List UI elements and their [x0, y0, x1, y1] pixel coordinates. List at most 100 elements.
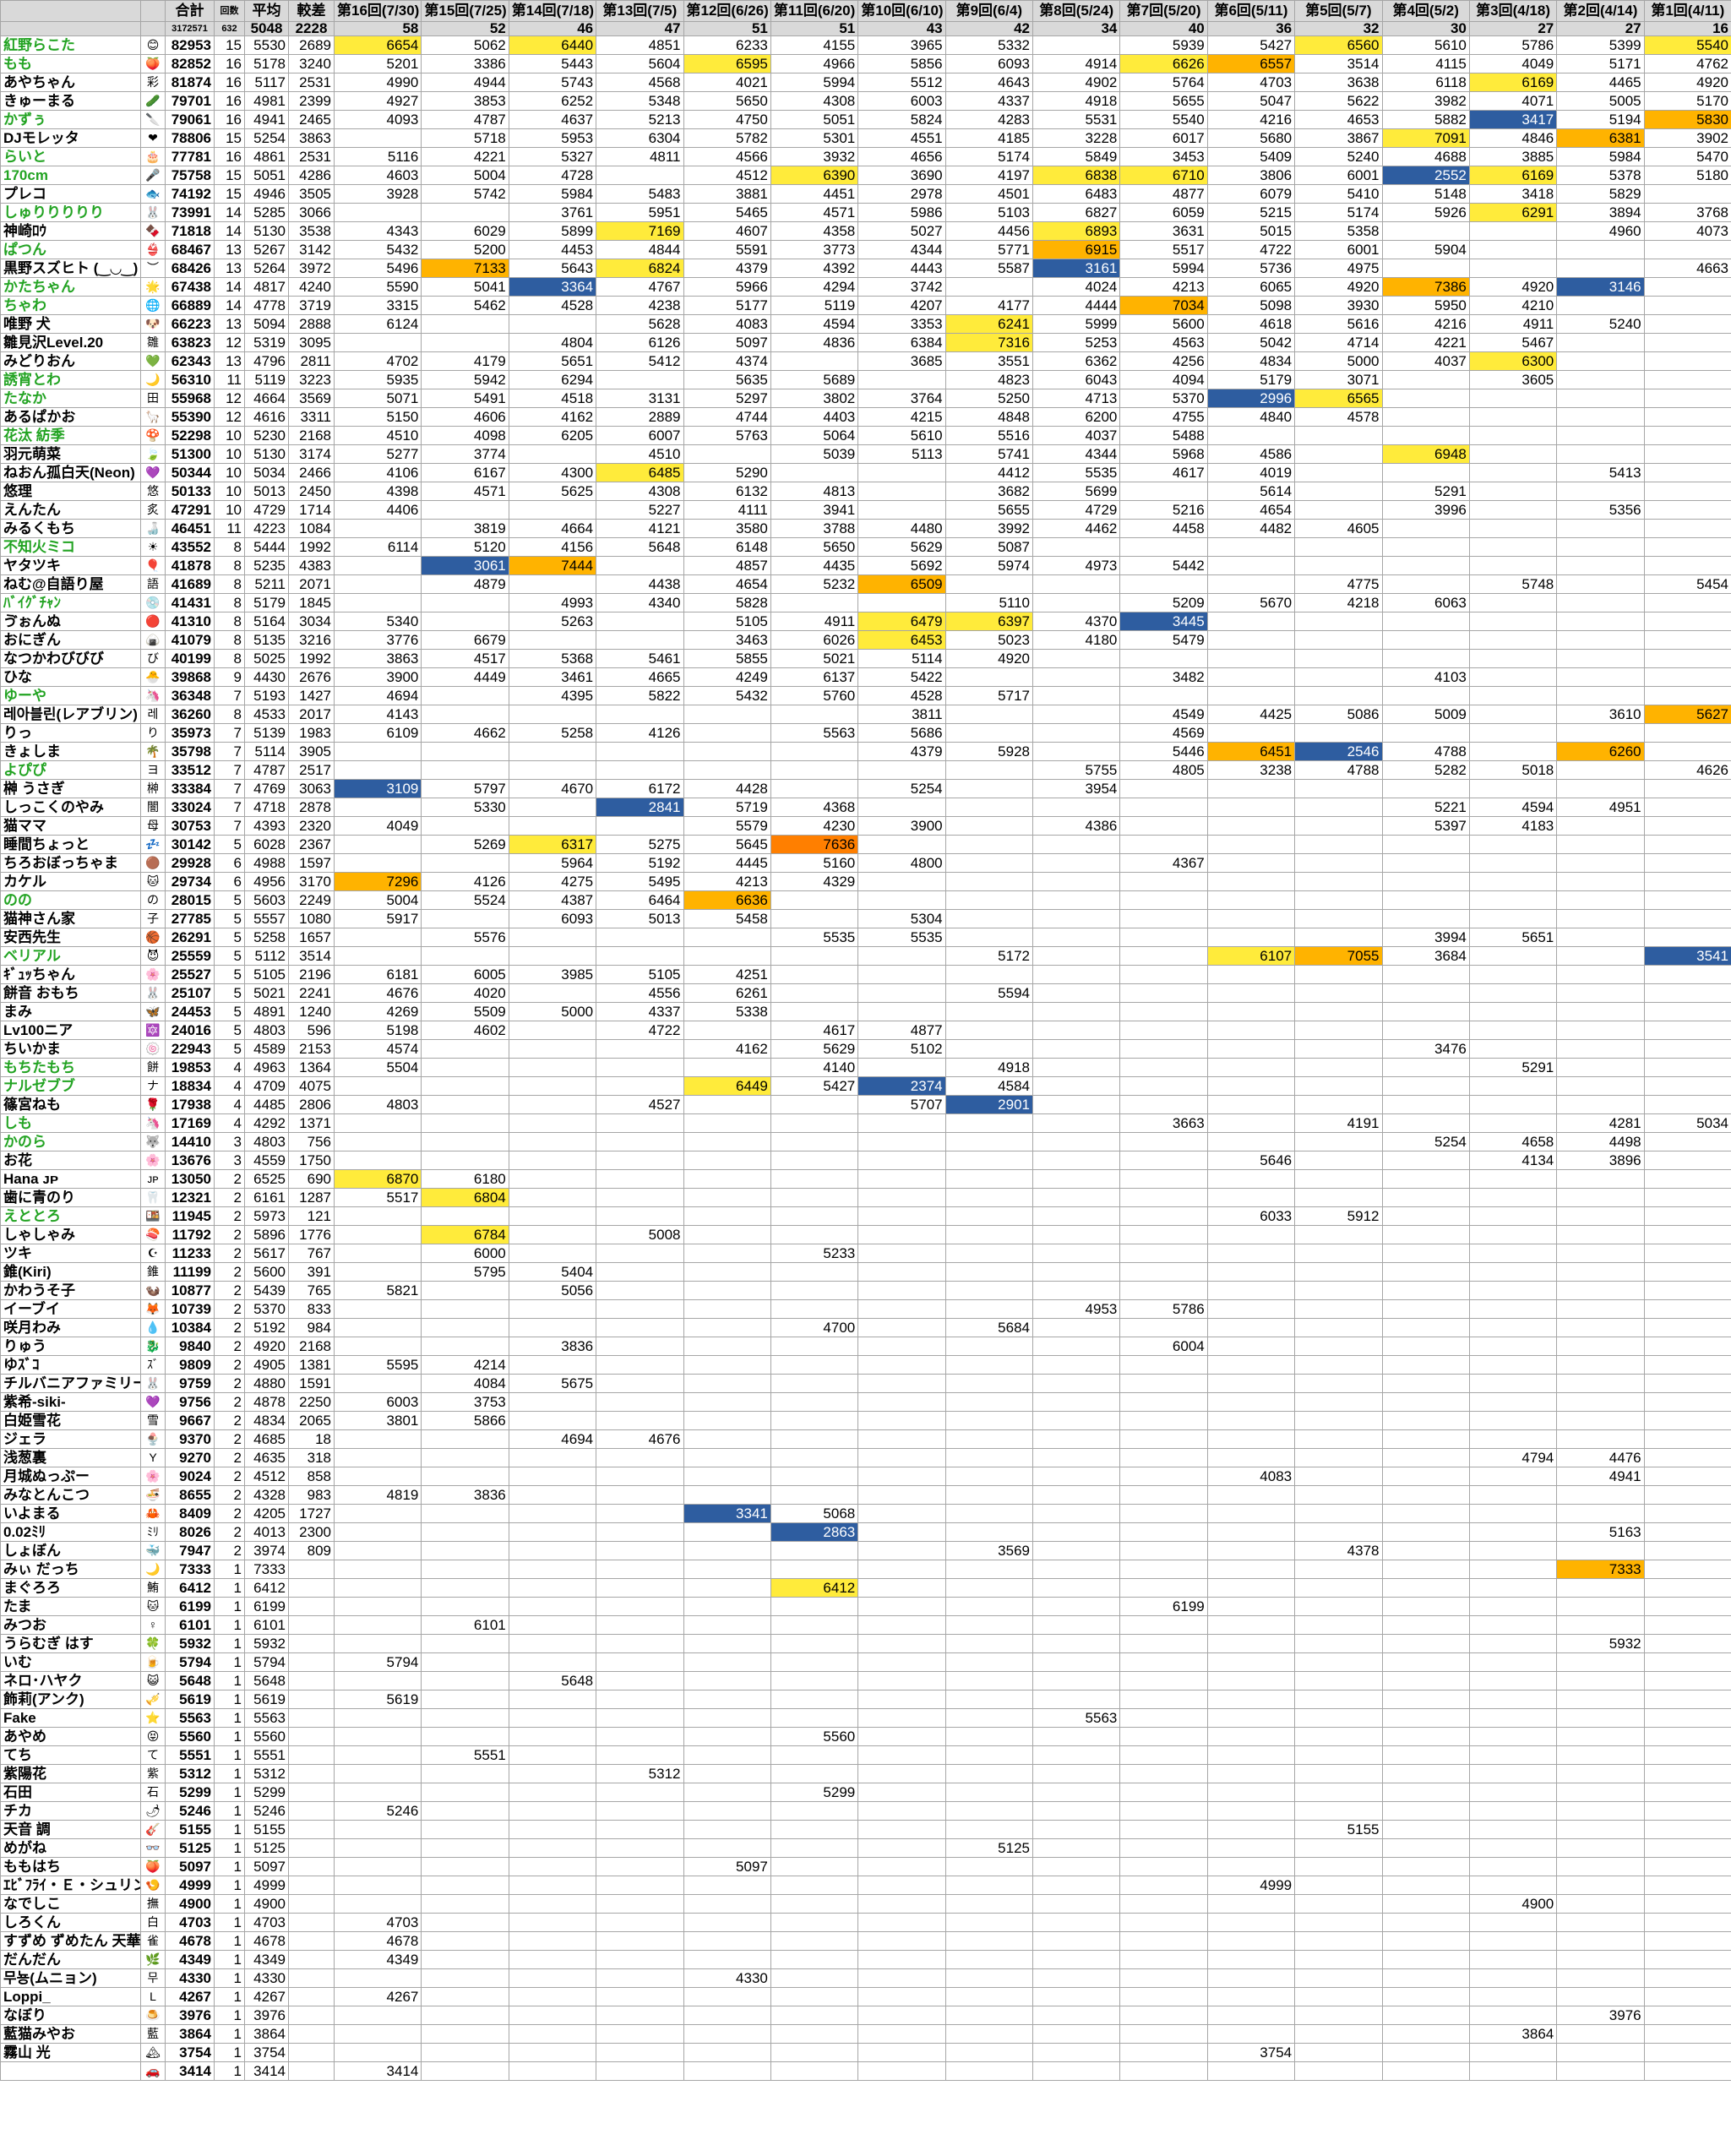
- score-cell: [596, 1522, 684, 1542]
- player-name: 猫ママ: [0, 816, 141, 836]
- player-icon: 🐶: [140, 314, 166, 334]
- player-icon: 🌹: [140, 1095, 166, 1114]
- score-cell: [770, 909, 859, 928]
- score-cell: [1643, 1299, 1731, 1319]
- score-cell: [857, 1151, 946, 1170]
- player-icon: 🍺: [140, 1652, 166, 1672]
- score-cell: [1643, 1281, 1731, 1300]
- score-cell: 5699: [1032, 482, 1121, 501]
- score-cell: [333, 1374, 422, 1393]
- score-cell: [596, 1281, 684, 1300]
- player-name: 藍猫みやお: [0, 2024, 141, 2044]
- score-cell: [596, 2024, 684, 2044]
- score-cell: 4653: [1294, 110, 1383, 129]
- player-name: えととろ: [0, 1206, 141, 1226]
- score-cell: [1468, 1076, 1558, 1096]
- score-cell: [1643, 1950, 1731, 1969]
- player-icon: 子: [140, 909, 166, 928]
- score-cell: [1643, 1801, 1731, 1821]
- score-cell: [421, 1690, 509, 1709]
- score-cell: [857, 1058, 946, 1077]
- player-name: まぐろろ: [0, 1578, 141, 1598]
- score-cell: [596, 1448, 684, 1467]
- score-cell: 4249: [683, 667, 771, 687]
- diff-cell: 809: [288, 1541, 335, 1560]
- table-row: Loppi_ L 4267 1 4267 4267: [0, 1987, 1731, 2006]
- score-cell: [1206, 1374, 1296, 1393]
- average-cell: 5600: [244, 1262, 289, 1282]
- count-cell: 1: [214, 1968, 245, 1988]
- score-cell: [1294, 1745, 1383, 1765]
- average-cell: 5139: [244, 723, 289, 743]
- score-cell: 6390: [770, 166, 859, 185]
- score-cell: [1032, 1132, 1121, 1152]
- count-cell: 7: [214, 816, 245, 836]
- score-cell: [1206, 1244, 1296, 1263]
- count-cell: 1: [214, 1894, 245, 1914]
- score-cell: 4676: [333, 983, 422, 1003]
- count-cell: 1: [214, 1931, 245, 1951]
- score-cell: 5689: [770, 370, 859, 389]
- score-cell: 5928: [944, 742, 1034, 761]
- score-cell: [683, 1151, 771, 1170]
- score-cell: [333, 1113, 422, 1133]
- score-cell: 4879: [421, 574, 509, 594]
- score-cell: 6464: [596, 890, 684, 910]
- score-cell: [1468, 444, 1558, 464]
- table-row: えととろ 🍱 11945 2 5973 121 6033 5912: [0, 1206, 1731, 1226]
- score-cell: 4703: [1206, 73, 1296, 92]
- score-cell: [1206, 686, 1296, 705]
- score-cell: [1468, 649, 1558, 668]
- average-cell: 4267: [244, 1987, 289, 2006]
- score-cell: 3885: [1468, 147, 1558, 166]
- diff-cell: 3538: [288, 221, 335, 241]
- score-cell: 4800: [857, 853, 946, 873]
- score-cell: [944, 1801, 1034, 1821]
- score-cell: [1468, 1188, 1558, 1207]
- diff-cell: [288, 1987, 335, 2006]
- average-cell: 3974: [244, 1541, 289, 1560]
- score-cell: 5488: [1119, 426, 1208, 445]
- score-cell: 4788: [1294, 760, 1383, 780]
- table-row: かずぅ 🔪 79061 16 4941 2465 4093 4787 4637 5213 4750 5…: [0, 110, 1731, 129]
- score-cell: 5587: [944, 259, 1034, 278]
- score-cell: [1643, 1188, 1731, 1207]
- score-cell: 3476: [1381, 1039, 1470, 1059]
- score-cell: 5717: [944, 686, 1034, 705]
- table-row: ひな 🐣 39868 9 4430 2676 3900 4449 3461 4665 4249 613…: [0, 667, 1731, 687]
- score-cell: [333, 1076, 422, 1096]
- score-cell: [944, 1578, 1034, 1598]
- score-cell: [683, 1206, 771, 1226]
- table-row: ねむ@自語り屋語 41689 8 5211 2071 4879 4438 4654 5232 65…: [0, 574, 1731, 594]
- score-cell: [1381, 1615, 1470, 1635]
- average-cell: 5932: [244, 1634, 289, 1653]
- score-cell: [683, 2061, 771, 2081]
- score-cell: 6557: [1206, 54, 1296, 74]
- score-cell: [1294, 500, 1383, 520]
- score-cell: 3753: [421, 1392, 509, 1412]
- score-cell: 5240: [1294, 147, 1383, 166]
- score-cell: [1119, 1076, 1208, 1096]
- score-cell: [421, 1597, 509, 1616]
- player-name: 誘宵とわ: [0, 370, 141, 389]
- score-cell: 3364: [508, 277, 597, 297]
- player-name: もちたもち: [0, 1058, 141, 1077]
- round-header: 第9回(6/4): [944, 0, 1034, 22]
- score-cell: 5465: [683, 203, 771, 222]
- player-name: たま: [0, 1597, 141, 1616]
- diff-cell: 1657: [288, 928, 335, 947]
- score-cell: [683, 723, 771, 743]
- score-cell: [1556, 351, 1645, 371]
- score-cell: 4563: [1119, 333, 1208, 352]
- score-cell: 6362: [1032, 351, 1121, 371]
- score-cell: 5680: [1206, 128, 1296, 148]
- score-cell: [1294, 928, 1383, 947]
- score-cell: [770, 1095, 859, 1114]
- average-cell: 5094: [244, 314, 289, 334]
- score-cell: [1556, 667, 1645, 687]
- count-cell: 12: [214, 407, 245, 427]
- total-score: 10877: [165, 1281, 215, 1300]
- average-cell: 5794: [244, 1652, 289, 1672]
- diff-cell: 1287: [288, 1188, 335, 1207]
- score-cell: [857, 1522, 946, 1542]
